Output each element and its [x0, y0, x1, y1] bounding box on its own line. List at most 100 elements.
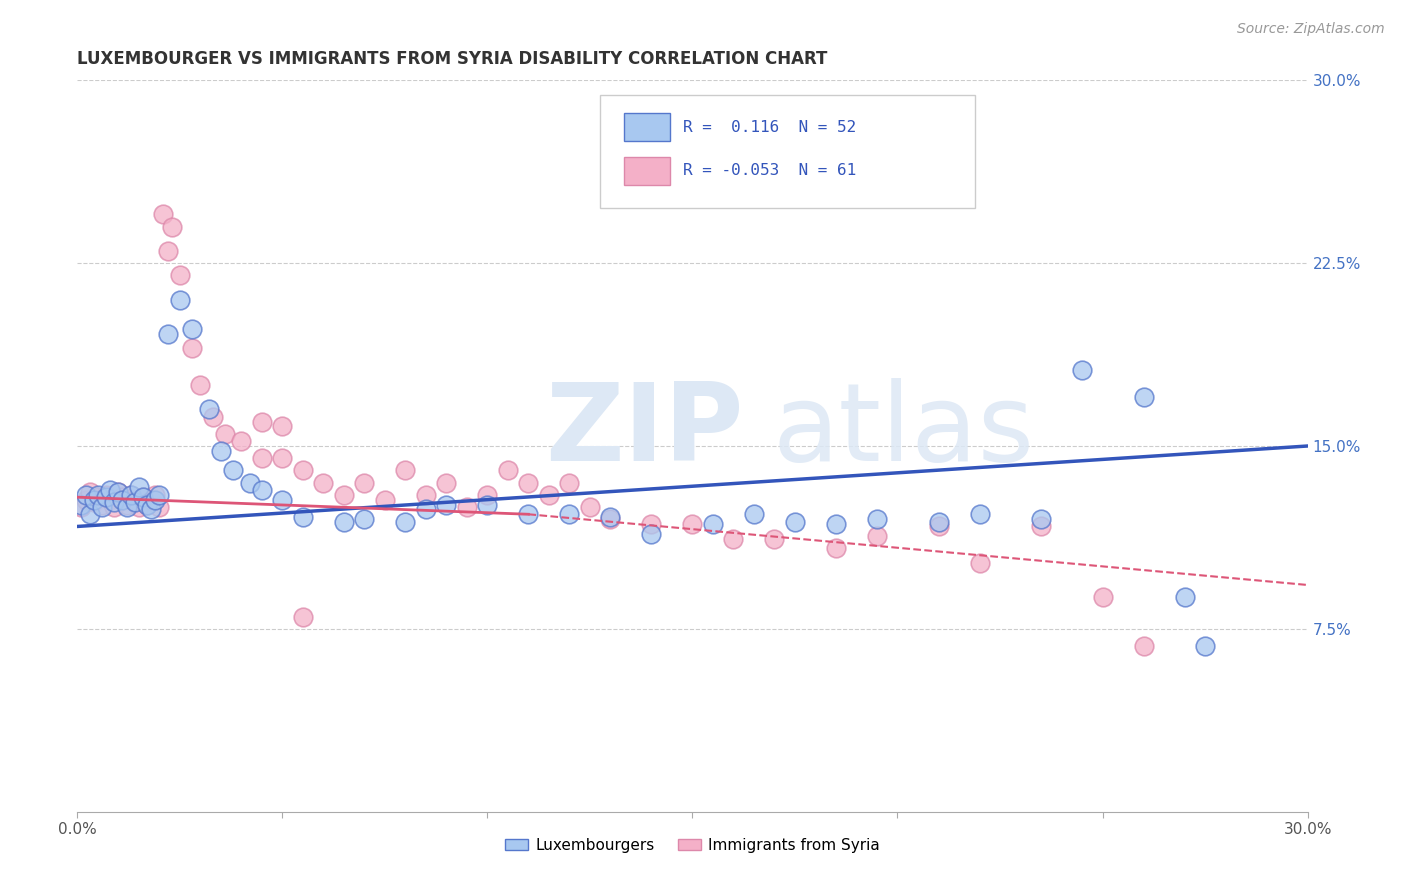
Point	[415, 488, 437, 502]
Point	[723, 532, 745, 546]
Point	[141, 502, 163, 516]
Point	[1071, 363, 1094, 377]
Point	[825, 541, 848, 556]
Point	[682, 516, 704, 531]
Point	[353, 475, 375, 490]
Point	[143, 488, 166, 502]
Point	[928, 519, 950, 533]
Point	[98, 492, 121, 507]
Legend: Luxembourgers, Immigrants from Syria: Luxembourgers, Immigrants from Syria	[499, 831, 886, 859]
Point	[742, 508, 765, 522]
Point	[579, 500, 602, 514]
Point	[558, 508, 581, 522]
Point	[120, 488, 142, 502]
Text: LUXEMBOURGER VS IMMIGRANTS FROM SYRIA DISABILITY CORRELATION CHART: LUXEMBOURGER VS IMMIGRANTS FROM SYRIA DI…	[77, 50, 828, 68]
Point	[231, 434, 253, 449]
Point	[415, 502, 437, 516]
Point	[90, 498, 114, 512]
Point	[866, 512, 889, 526]
Point	[1174, 590, 1197, 604]
Point	[1132, 639, 1154, 653]
Point	[111, 490, 134, 504]
Point	[271, 492, 294, 507]
Point	[103, 495, 125, 509]
Point	[517, 475, 540, 490]
Point	[436, 475, 458, 490]
Point	[517, 508, 540, 522]
Point	[107, 485, 129, 500]
Point	[222, 463, 245, 477]
Point	[94, 488, 117, 502]
Point	[94, 490, 117, 504]
Point	[250, 451, 273, 466]
Text: R = -0.053  N = 61: R = -0.053 N = 61	[683, 163, 856, 178]
Point	[928, 515, 950, 529]
Point	[291, 463, 314, 477]
Point	[152, 207, 174, 221]
Point	[132, 490, 155, 504]
Point	[111, 492, 134, 507]
Point	[783, 515, 806, 529]
Point	[90, 500, 114, 514]
Point	[75, 488, 97, 502]
Point	[394, 463, 416, 477]
Bar	[624, 157, 671, 185]
Point	[1029, 519, 1052, 533]
Point	[141, 492, 163, 507]
Point	[271, 451, 294, 466]
Bar	[624, 113, 671, 141]
Point	[115, 498, 138, 512]
FancyBboxPatch shape	[600, 95, 976, 209]
Point	[312, 475, 335, 490]
Point	[70, 498, 93, 512]
Point	[291, 509, 314, 524]
Point	[1029, 512, 1052, 526]
Point	[124, 495, 146, 509]
Point	[143, 492, 166, 507]
Point	[75, 492, 97, 507]
Point	[132, 490, 155, 504]
Point	[107, 485, 129, 500]
Point	[250, 483, 273, 497]
Text: atlas: atlas	[772, 378, 1035, 484]
Point	[702, 516, 724, 531]
Point	[477, 498, 499, 512]
Point	[197, 402, 219, 417]
Point	[239, 475, 262, 490]
Point	[374, 492, 396, 507]
Point	[1091, 590, 1114, 604]
Point	[969, 556, 991, 570]
Point	[83, 495, 105, 509]
Point	[120, 488, 142, 502]
Point	[456, 500, 478, 514]
Point	[866, 529, 889, 543]
Point	[1132, 390, 1154, 404]
Point	[128, 480, 150, 494]
Point	[70, 500, 93, 514]
Point	[640, 526, 662, 541]
Point	[128, 500, 150, 514]
Point	[291, 609, 314, 624]
Point	[477, 488, 499, 502]
Point	[271, 419, 294, 434]
Point	[969, 508, 991, 522]
Point	[87, 488, 110, 502]
Point	[436, 498, 458, 512]
Point	[1194, 639, 1216, 653]
Point	[124, 492, 146, 507]
Point	[214, 426, 236, 441]
Point	[181, 322, 204, 336]
Point	[79, 508, 101, 522]
Point	[640, 516, 662, 531]
Point	[160, 219, 183, 234]
Point	[156, 244, 179, 258]
Point	[558, 475, 581, 490]
Point	[209, 443, 232, 458]
Point	[496, 463, 519, 477]
Point	[825, 516, 848, 531]
Text: R =  0.116  N = 52: R = 0.116 N = 52	[683, 120, 856, 135]
Point	[763, 532, 786, 546]
Point	[353, 512, 375, 526]
Point	[188, 378, 212, 392]
Point	[169, 268, 191, 283]
